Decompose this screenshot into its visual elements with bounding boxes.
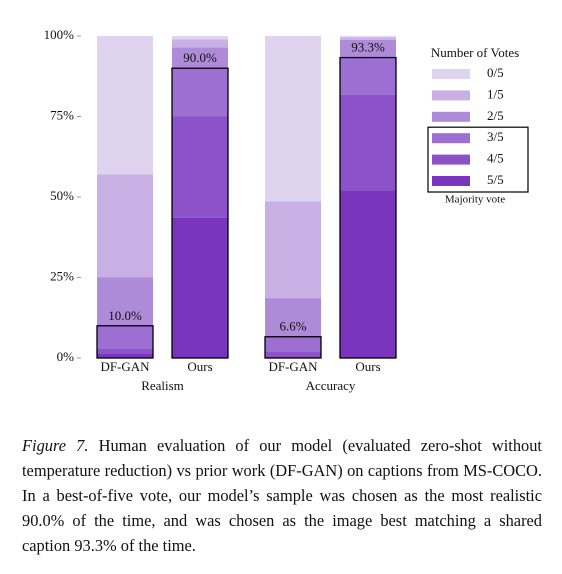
legend-label: 4/5 [487,151,504,166]
bar-segment [265,36,321,202]
majority-box [96,325,154,359]
legend-swatch [432,154,470,165]
bar-segment [265,298,321,337]
bar-segment [172,116,228,218]
bar-segment [97,353,153,358]
group-label: Realism [141,378,184,393]
caption-label: Figure 7. [22,436,89,455]
bar-segment [97,36,153,175]
bar-segment [340,94,396,191]
legend-label: 1/5 [487,86,504,101]
bar-segment [340,37,396,40]
bar-segment [97,174,153,278]
majority-box [264,336,322,359]
chart: 0% 25% 50% 75% 100% 10.0% DF-GAN 90.0% Ours 6.6% D… [44,27,529,393]
majority-box [171,67,229,359]
legend-title: Number of Votes [431,45,519,60]
bar-segment [340,36,396,38]
majority-label: 10.0% [108,308,142,323]
y-tick-label: 50% [50,188,74,203]
y-tick-label: 75% [50,107,74,122]
majority-label: 93.3% [351,40,385,55]
legend-swatch [432,90,470,101]
bar-segment [265,201,321,299]
bar-segment [97,325,153,349]
bar-segment [172,68,228,117]
bar-segment [265,336,321,352]
bar-segment [172,36,228,40]
bar-segment [172,47,228,69]
bar-segment [265,351,321,357]
x-tick-label: DF-GAN [268,359,318,374]
x-tick-label: DF-GAN [100,359,150,374]
majority-label: 90.0% [183,50,217,65]
legend-swatch [432,69,470,79]
y-tick-label: 0% [57,349,75,364]
majority-box [339,56,397,359]
y-tick-label: 25% [50,268,74,283]
bar-segment [172,39,228,48]
legend-label: 3/5 [487,129,504,144]
x-tick-label: Ours [187,359,212,374]
legend-swatch [432,176,470,186]
legend-label: 0/5 [487,65,504,80]
majority-label: 6.6% [279,319,306,334]
legend-swatch [432,133,470,144]
caption-text: Human evaluation of our model (evaluated… [22,436,542,555]
group-label: Accuracy [306,378,356,393]
bar-segment [97,348,153,354]
bar-segment [340,190,396,358]
bar-segment [265,356,321,358]
bar-segment [340,39,396,58]
legend-majority-label: Majority vote [445,194,505,206]
bar-segment [97,277,153,326]
bar-segment [172,217,228,358]
legend-label: 2/5 [487,108,504,123]
y-tick-label: 100% [44,27,75,42]
legend-majority-box [427,126,529,193]
legend-label: 5/5 [487,172,504,187]
caption: Figure 7. Human evaluation of our model … [22,433,542,558]
bar-segment [340,57,396,95]
legend-swatch [432,111,470,122]
x-tick-label: Ours [355,359,380,374]
